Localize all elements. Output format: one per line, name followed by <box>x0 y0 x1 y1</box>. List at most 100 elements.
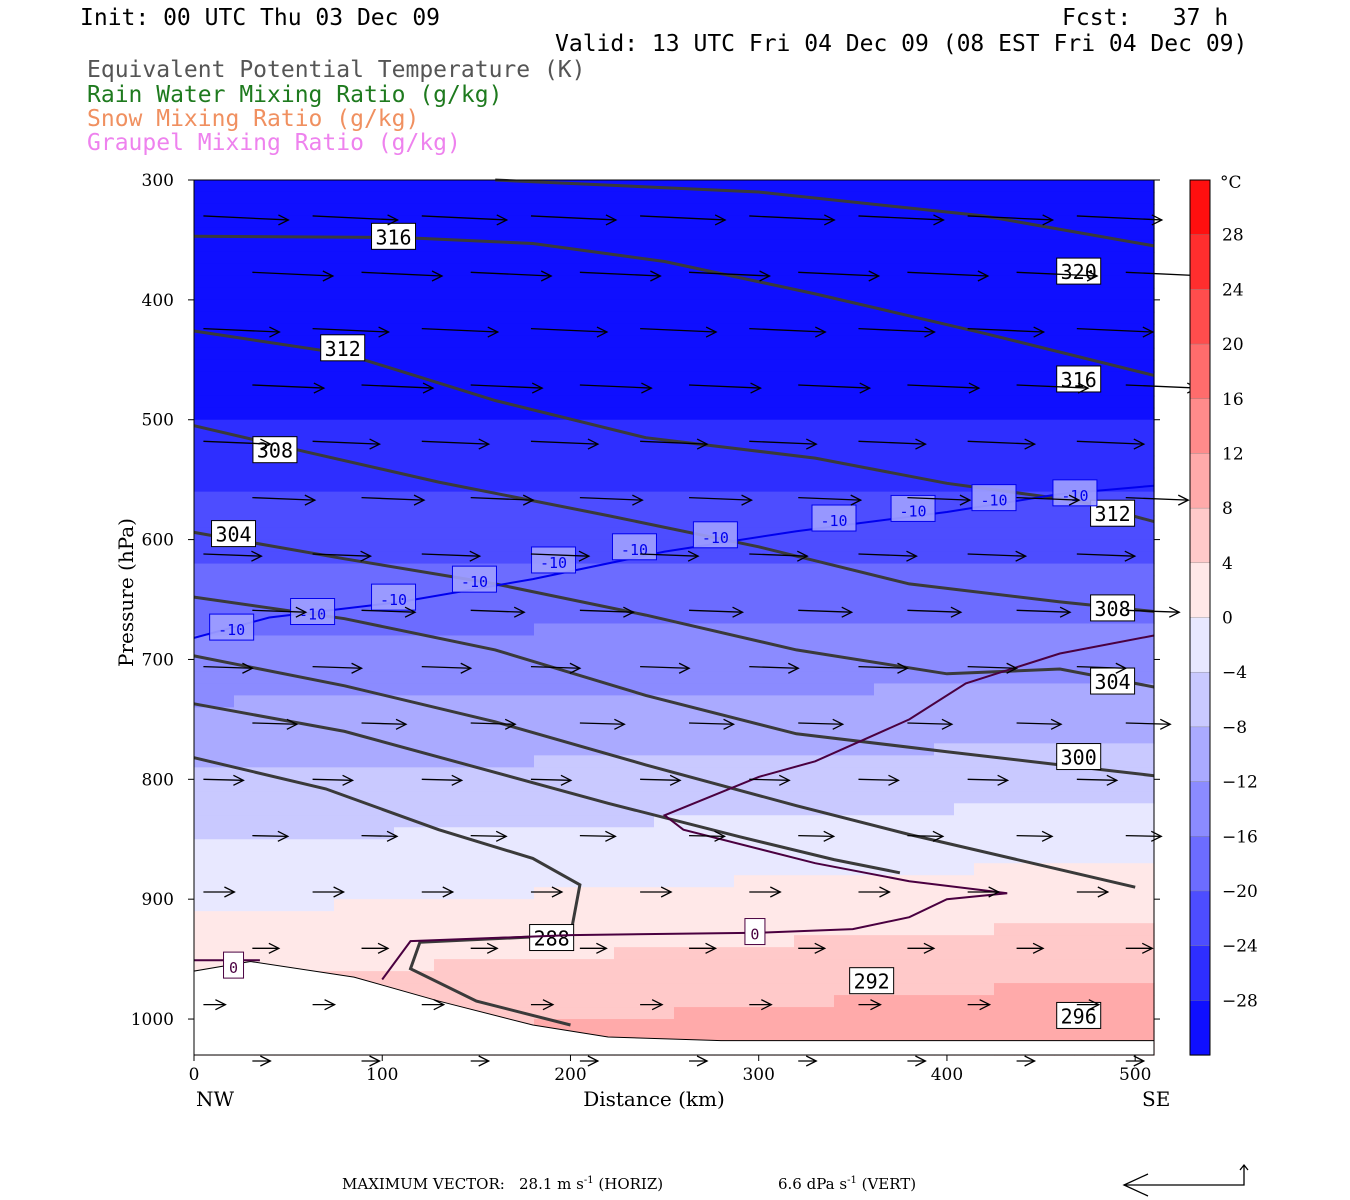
temperature-cell <box>554 971 575 984</box>
temperature-cell <box>714 575 735 589</box>
temperature-cell <box>494 971 515 984</box>
temperature-cell <box>814 983 835 996</box>
temperature-cell <box>954 719 975 732</box>
wind-vector-head <box>1133 1055 1146 1067</box>
temperature-cell <box>434 503 455 517</box>
temperature-cell <box>374 671 395 685</box>
temperature-cell <box>294 383 315 397</box>
wind-vector <box>689 271 770 277</box>
temperature-cell <box>974 659 995 673</box>
isotherm-minus10-label-box <box>611 533 657 561</box>
temperature-cell <box>874 431 895 445</box>
temperature-cell <box>974 227 995 241</box>
temperature-cell <box>774 755 795 768</box>
temperature-cell <box>194 875 215 888</box>
temperature-cell <box>1014 371 1035 385</box>
wind-vector-head <box>696 438 709 450</box>
temperature-cell <box>1134 731 1155 744</box>
wind-vector-head <box>378 326 391 338</box>
theta-e-label-312: 312 <box>1095 502 1131 526</box>
temperature-cell <box>794 659 815 673</box>
temperature-cell <box>854 215 875 229</box>
temperature-cell <box>314 263 335 277</box>
temperature-cell <box>634 671 655 685</box>
temperature-cell <box>894 407 915 421</box>
temperature-cell <box>934 359 955 373</box>
temperature-cell <box>614 935 635 948</box>
temperature-cell <box>434 899 455 912</box>
temperature-cell <box>494 563 515 577</box>
temperature-cell <box>1134 575 1155 589</box>
wind-vector <box>203 215 289 221</box>
temperature-cell <box>274 395 295 409</box>
temperature-cell <box>614 731 635 744</box>
temperature-cell <box>854 479 875 493</box>
temperature-cell <box>214 371 235 385</box>
temperature-cell <box>1134 551 1155 565</box>
temperature-cell <box>334 707 355 720</box>
temperature-cell <box>394 659 415 673</box>
temperature-cell <box>494 983 515 996</box>
temperature-cell <box>954 359 975 373</box>
temperature-cell <box>194 935 215 948</box>
temperature-cell <box>674 515 695 529</box>
temperature-cell <box>914 287 935 301</box>
temperature-cell <box>254 743 275 756</box>
temperature-cell <box>1094 191 1115 205</box>
temperature-cell <box>774 575 795 589</box>
temperature-cell <box>1014 647 1035 661</box>
temperature-cell <box>674 839 695 852</box>
temperature-cell <box>954 251 975 265</box>
temperature-cell <box>714 395 735 409</box>
wind-vector-head <box>977 270 990 282</box>
temperature-cell <box>1054 563 1075 577</box>
temperature-cell <box>514 503 535 517</box>
temperature-cell <box>474 611 495 625</box>
temperature-cell <box>614 971 635 984</box>
temperature-cell <box>794 323 815 337</box>
temperature-cell <box>674 563 695 577</box>
temperature-cell <box>814 239 835 253</box>
temperature-cell <box>394 347 415 361</box>
temperature-cell <box>794 407 815 421</box>
wind-vector <box>1125 835 1162 838</box>
temperature-cell <box>654 491 675 505</box>
temperature-cell <box>194 671 215 685</box>
temperature-cell <box>274 863 295 876</box>
temperature-cell <box>854 587 875 601</box>
temperature-cell <box>634 851 655 864</box>
wind-vector-head <box>850 494 863 506</box>
temperature-cell <box>634 983 655 996</box>
temperature-cell <box>634 563 655 577</box>
temperature-cell <box>694 239 715 253</box>
temperature-cell <box>314 419 335 433</box>
wind-vector-head <box>487 326 500 338</box>
temperature-cell <box>1054 551 1075 565</box>
temperature-cell <box>654 671 675 685</box>
temperature-cell <box>674 275 695 289</box>
temperature-cell <box>974 180 995 193</box>
temperature-cell <box>1094 947 1115 960</box>
wind-vector <box>749 553 808 557</box>
temperature-cell <box>234 180 255 193</box>
temperature-cell <box>774 239 795 253</box>
temperature-cell <box>1074 683 1095 697</box>
temperature-cell <box>594 191 615 205</box>
temperature-cell <box>594 527 615 541</box>
wind-vector-head <box>542 999 555 1011</box>
wind-vector <box>640 778 681 781</box>
temperature-cell <box>694 371 715 385</box>
temperature-cell <box>954 947 975 960</box>
temperature-cell <box>334 815 355 828</box>
temperature-cell <box>934 1019 955 1032</box>
temperature-cell <box>514 839 535 852</box>
temperature-cell <box>414 431 435 445</box>
temperature-cell <box>414 347 435 361</box>
temperature-cell <box>1094 563 1115 577</box>
temperature-cell <box>954 935 975 948</box>
temperature-cell <box>834 1007 855 1020</box>
temperature-cell <box>214 407 235 421</box>
temperature-cell <box>774 383 795 397</box>
temperature-cell <box>1014 467 1035 481</box>
temperature-cell <box>614 467 635 481</box>
